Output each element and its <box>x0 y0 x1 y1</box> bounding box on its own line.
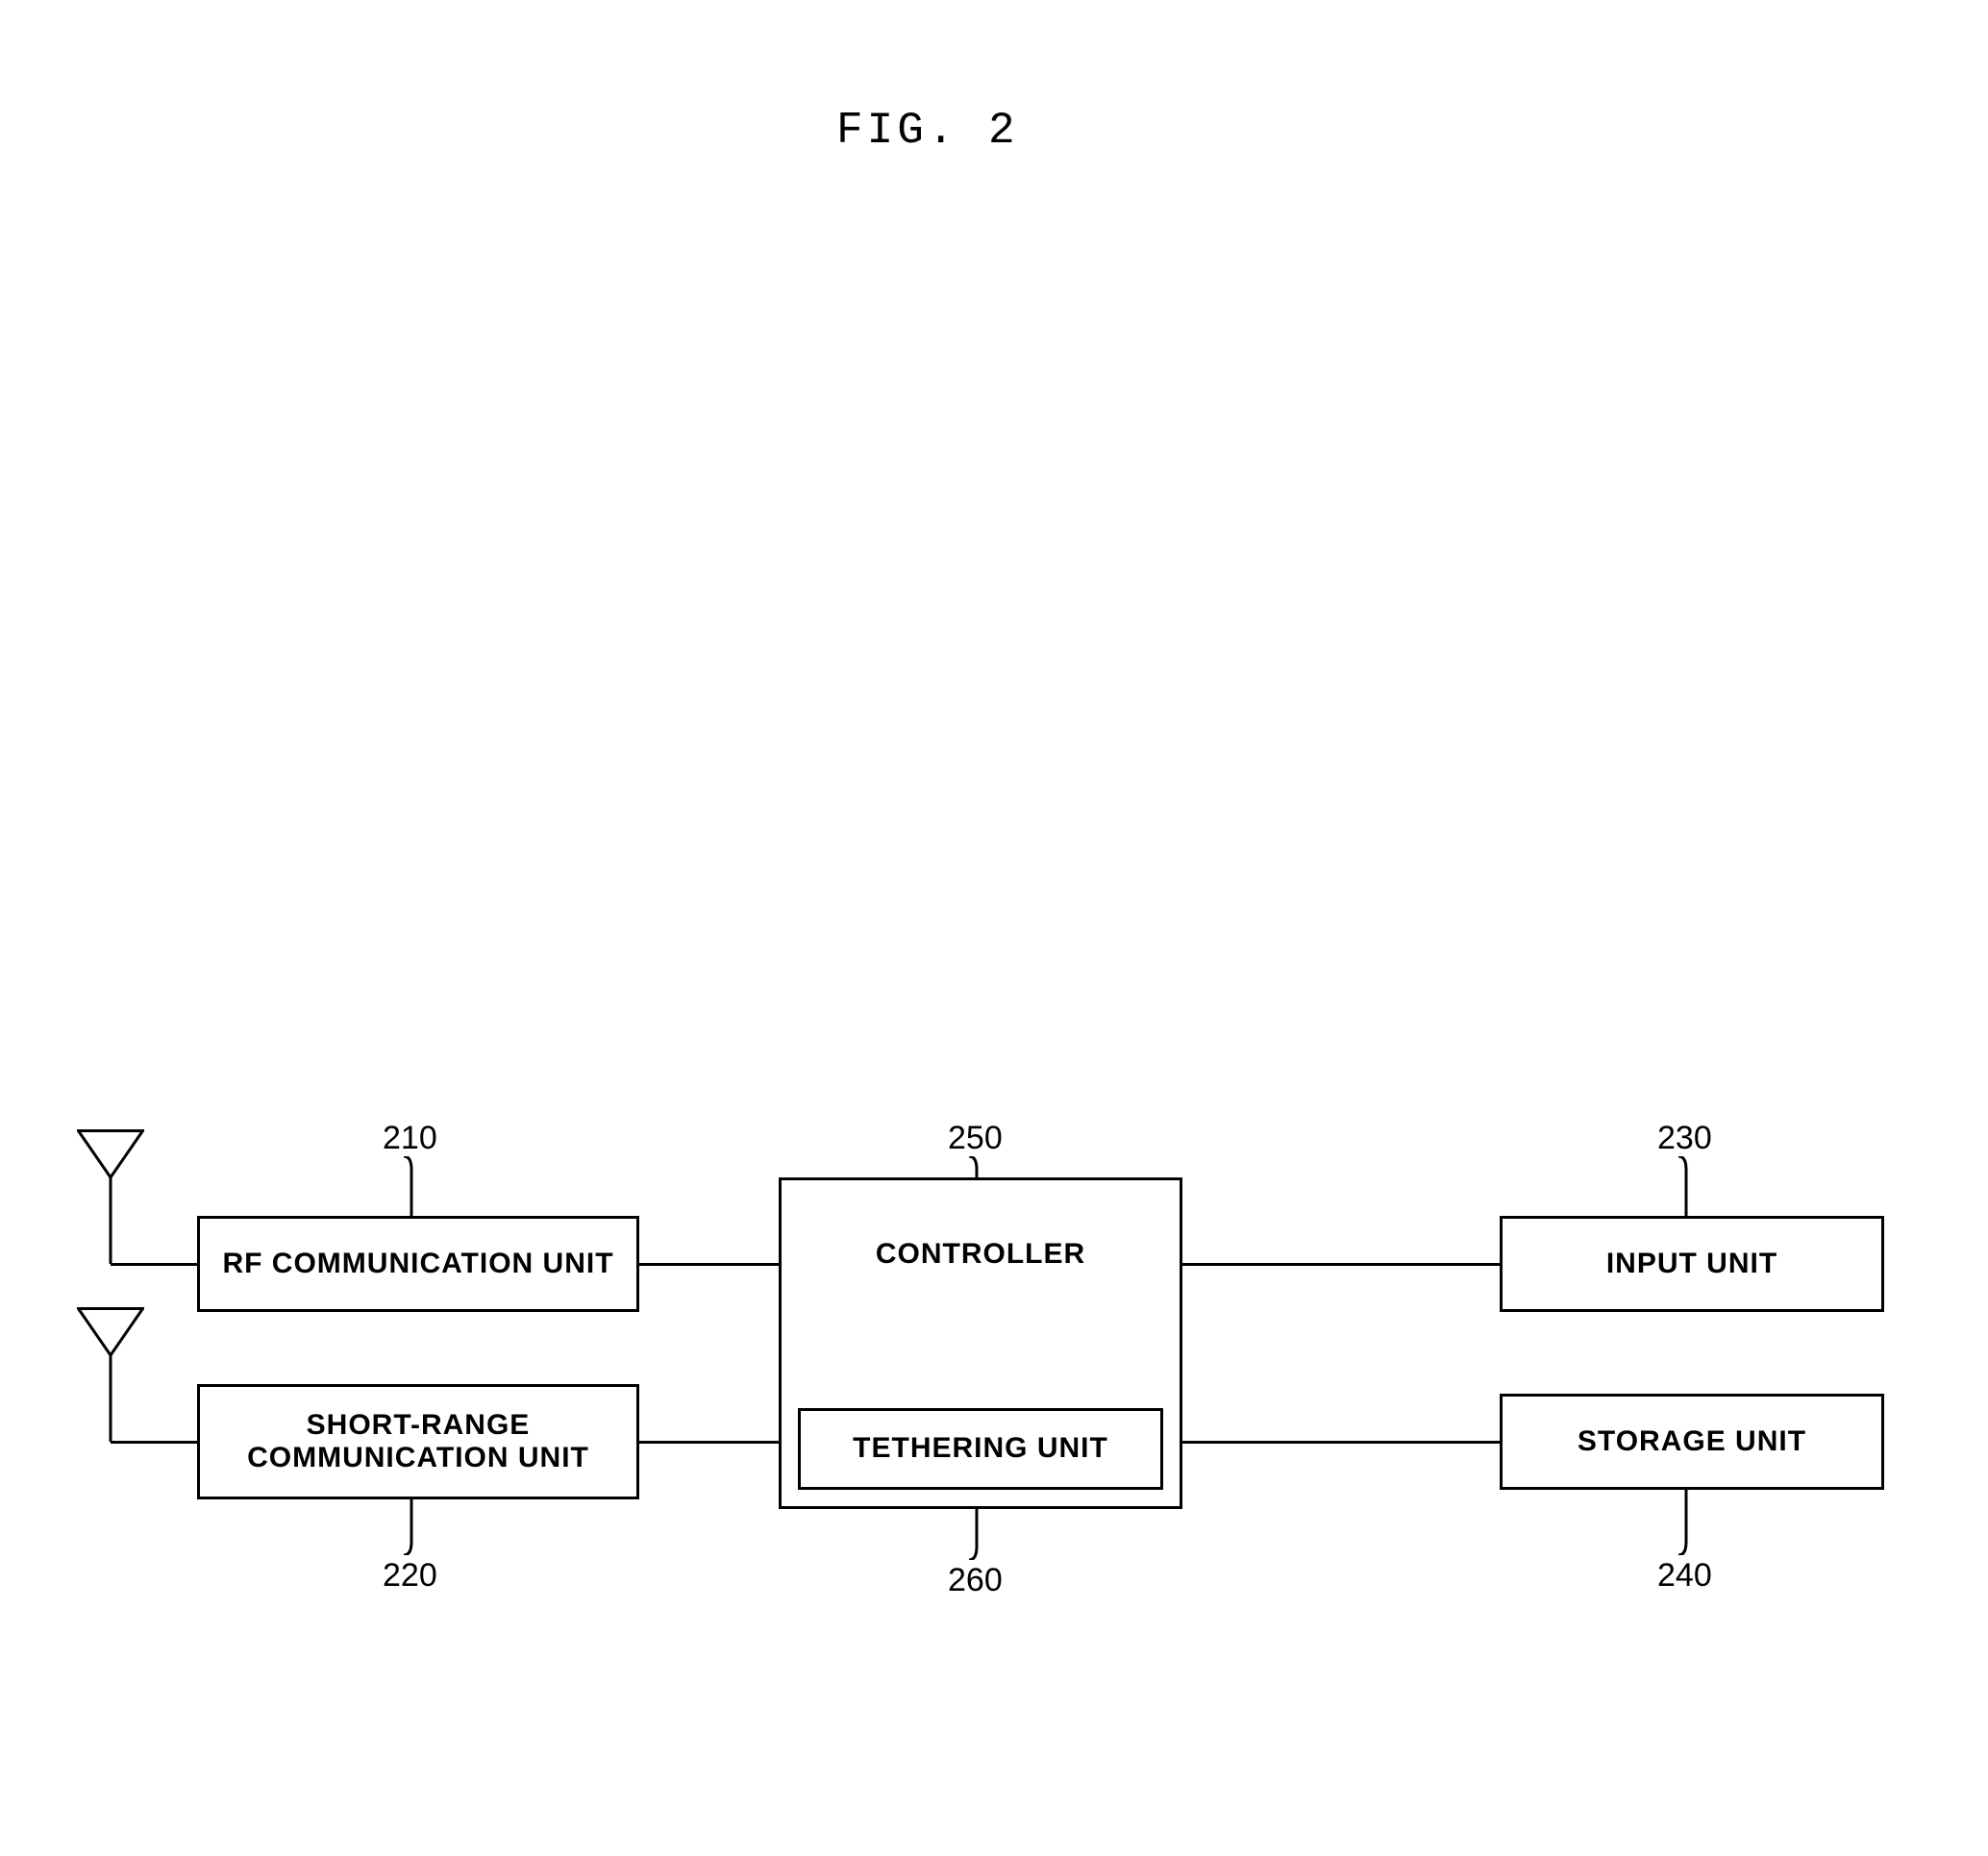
node-label: RF COMMUNICATION UNIT <box>212 1248 623 1281</box>
reference-230: 230 <box>1657 1120 1712 1157</box>
reference-240: 240 <box>1657 1557 1712 1595</box>
node-short-range-communication-unit: SHORT-RANGECOMMUNICATION UNIT <box>197 1384 639 1499</box>
edge-sr-ctrl <box>639 1441 779 1444</box>
diagram-canvas: FIG. 2 RF COMMUNICATION UNIT SHORT-RANGE… <box>0 0 1988 1856</box>
node-input-unit: INPUT UNIT <box>1500 1216 1884 1312</box>
node-label: CONTROLLER <box>782 1238 1180 1272</box>
node-label: SHORT-RANGECOMMUNICATION UNIT <box>237 1409 599 1475</box>
reference-210: 210 <box>383 1120 437 1157</box>
edge-ctrl-storage <box>1182 1441 1500 1444</box>
node-rf-communication-unit: RF COMMUNICATION UNIT <box>197 1216 639 1312</box>
reference-220: 220 <box>383 1557 437 1595</box>
reference-250: 250 <box>948 1120 1003 1157</box>
node-label: TETHERING UNIT <box>843 1432 1118 1466</box>
node-controller: CONTROLLER TETHERING UNIT <box>779 1177 1182 1509</box>
node-label: INPUT UNIT <box>1597 1248 1787 1281</box>
node-tethering-unit: TETHERING UNIT <box>798 1408 1163 1490</box>
figure-title: FIG. 2 <box>836 106 1019 156</box>
reference-260: 260 <box>948 1562 1003 1599</box>
antenna-icon <box>77 1307 144 1442</box>
node-storage-unit: STORAGE UNIT <box>1500 1394 1884 1490</box>
antenna-icon <box>77 1129 144 1264</box>
node-label: STORAGE UNIT <box>1568 1425 1816 1459</box>
edge-ctrl-input <box>1182 1263 1500 1266</box>
edge-rf-ctrl <box>639 1263 779 1266</box>
